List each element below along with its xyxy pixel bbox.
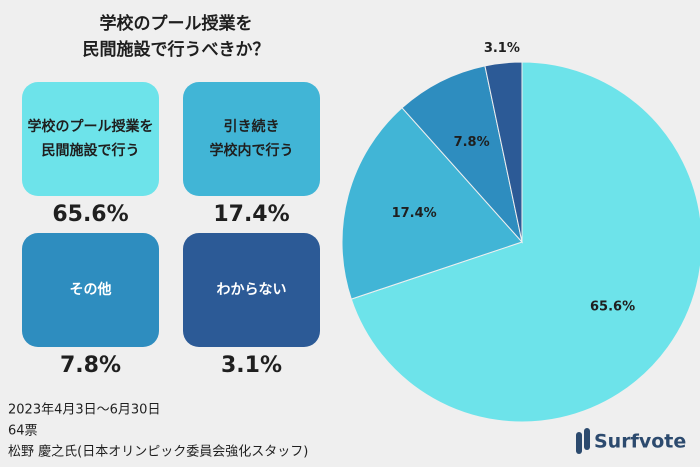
data-label: 17.4% [392, 206, 437, 221]
pie-slice [484, 61, 523, 243]
legend-value: 17.4% [213, 202, 289, 227]
legend-label: 学校のプール授業を [28, 118, 154, 135]
footer-text: 2023年4月3日〜6月30日 [8, 403, 160, 418]
footer-text: 松野 慶之氏(日本オリンピック委員会強化スタッフ) [8, 445, 308, 460]
legend-box [183, 233, 320, 347]
legend-label: その他 [70, 281, 112, 298]
logo-text: Surfvote [594, 431, 686, 453]
legend-value: 65.6% [52, 202, 128, 227]
data-label: 7.8% [454, 135, 490, 150]
chart-title: 学校のプール授業を [100, 13, 253, 34]
legend-label: わからない [217, 282, 287, 298]
pie-slice [341, 107, 523, 300]
chart-title: 民間施設で行うべきか？ [83, 39, 270, 60]
logo-icon [584, 428, 590, 450]
data-label: 3.1% [484, 41, 520, 56]
legend-label: 引き続き [224, 118, 280, 135]
pie-slice [401, 65, 523, 244]
legend-box [22, 233, 159, 347]
legend-label: 民間施設で行う [42, 142, 140, 159]
pie-slice [350, 61, 700, 423]
legend-box [22, 82, 159, 196]
legend-value: 7.8% [60, 353, 121, 378]
logo-icon [576, 432, 582, 454]
legend-label: 学校内で行う [210, 142, 294, 159]
legend-box [183, 82, 320, 196]
footer-text: 64票 [8, 424, 38, 439]
data-label: 65.6% [590, 300, 635, 315]
logo: Surfvote [576, 428, 686, 454]
legend-value: 3.1% [221, 353, 282, 378]
